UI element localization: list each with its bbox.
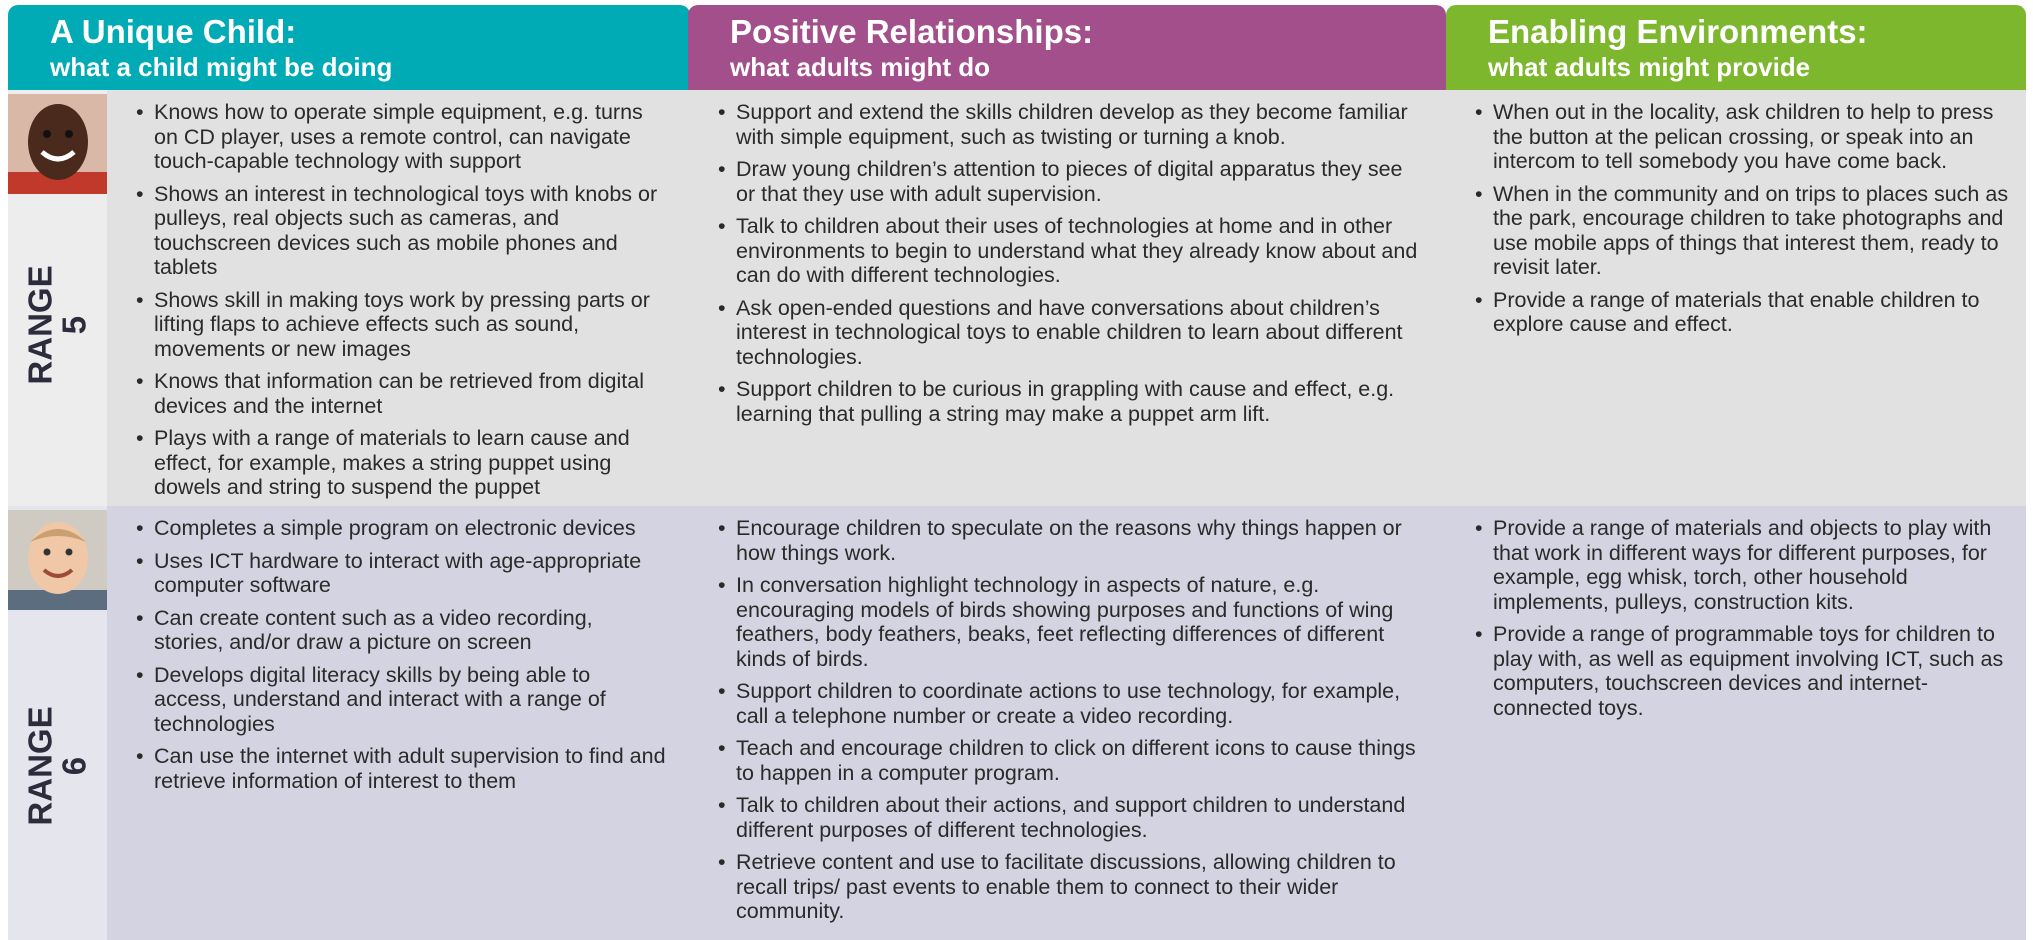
bullet-item: When in the community and on trips to pl… (1475, 182, 2015, 280)
bullet-list: Encourage children to speculate on the r… (718, 516, 1423, 932)
bullet-item: Support children to coordinate actions t… (718, 679, 1423, 728)
bullet-item: Knows that information can be retrieved … (136, 369, 666, 418)
header: A Unique Child: what a child might be doi… (8, 5, 690, 90)
bullet-item: When out in the locality, ask children t… (1475, 100, 2015, 174)
header-subtitle: what a child might be doing (50, 52, 393, 82)
header-title: Enabling Environments: (1488, 13, 1868, 50)
bullet-item: Support and extend the skills children d… (718, 100, 1423, 149)
bullet-item: Provide a range of materials that enable… (1475, 288, 2015, 337)
child-photo (8, 510, 107, 610)
bullet-item: Talk to children about their uses of tec… (718, 214, 1423, 288)
bullet-item: Encourage children to speculate on the r… (718, 516, 1423, 565)
bullet-list: When out in the locality, ask children t… (1475, 100, 2015, 345)
header: Enabling Environments: what adults might … (1446, 5, 2026, 90)
child-photo (8, 94, 107, 194)
bullet-item: Can create content such as a video recor… (136, 606, 666, 655)
bullet-item: Draw young children’s attention to piece… (718, 157, 1423, 206)
range-word: RANGE (21, 265, 59, 385)
bullet-list: Knows how to operate simple equipment, e… (136, 100, 666, 508)
bullet-list: Support and extend the skills children d… (718, 100, 1423, 434)
bullet-item: Provide a range of programmable toys for… (1475, 622, 2015, 720)
bullet-item: Talk to children about their actions, an… (718, 793, 1423, 842)
bullet-item: Uses ICT hardware to interact with age-a… (136, 549, 666, 598)
bullet-item: Provide a range of materials and objects… (1475, 516, 2015, 614)
bullet-item: Support children to be curious in grappl… (718, 377, 1423, 426)
bullet-item: Shows an interest in technological toys … (136, 182, 666, 280)
bullet-item: Teach and encourage children to click on… (718, 736, 1423, 785)
bullet-item: Plays with a range of materials to learn… (136, 426, 666, 500)
bullet-item: Retrieve content and use to facilitate d… (718, 850, 1423, 924)
header-title: A Unique Child: (50, 13, 297, 50)
bullet-item: Shows skill in making toys work by press… (136, 288, 666, 362)
bullet-item: Develops digital literacy skills by bein… (136, 663, 666, 737)
bullet-item: Ask open-ended questions and have conver… (718, 296, 1423, 370)
range-number: 6 (55, 756, 93, 776)
bullet-list: Provide a range of materials and objects… (1475, 516, 2015, 728)
range-number: 5 (55, 315, 93, 335)
header: Positive Relationships: what adults might… (688, 5, 1446, 90)
range-word: RANGE (21, 706, 59, 826)
header-subtitle: what adults might provide (1488, 52, 1811, 82)
bullet-item: Knows how to operate simple equipment, e… (136, 100, 666, 174)
bullet-list: Completes a simple program on electronic… (136, 516, 666, 801)
bullet-item: Can use the internet with adult supervis… (136, 744, 666, 793)
header-title: Positive Relationships: (730, 13, 1094, 50)
range-label: RANGE 6 (8, 666, 107, 866)
bullet-item: Completes a simple program on electronic… (136, 516, 666, 541)
bullet-item: In conversation highlight technology in … (718, 573, 1423, 671)
header-subtitle: what adults might do (730, 52, 990, 82)
range-label: RANGE 5 (8, 225, 107, 425)
